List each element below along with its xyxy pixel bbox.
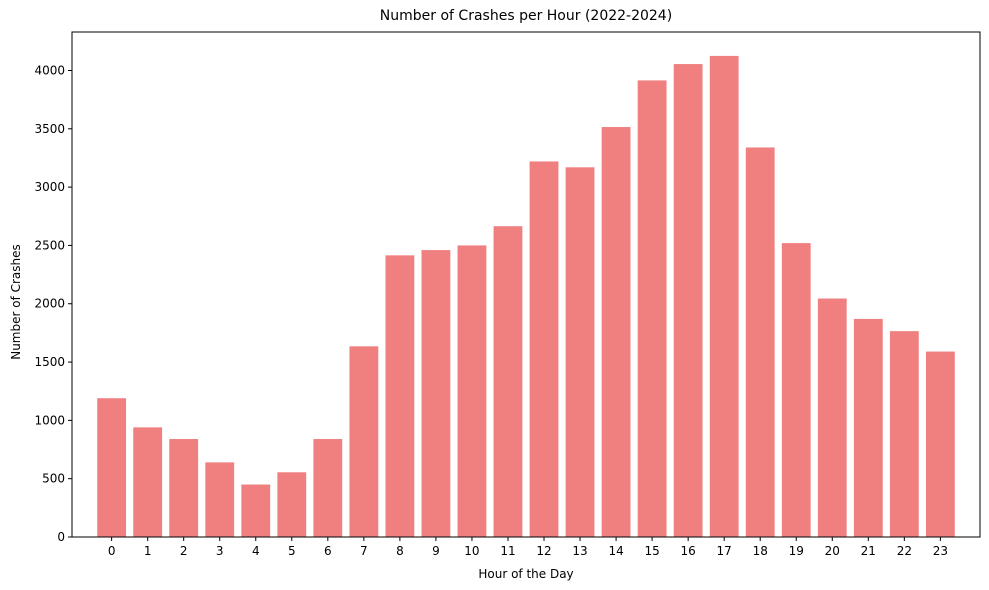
- x-tick-label: 3: [216, 544, 224, 558]
- x-tick-label: 10: [464, 544, 479, 558]
- y-tick-label: 0: [57, 530, 65, 544]
- bars-group: [97, 55, 955, 538]
- y-tick-label: 3000: [34, 180, 65, 194]
- x-tick-label: 15: [644, 544, 659, 558]
- bar-hour-9: [421, 250, 451, 537]
- x-tick-label: 2: [180, 544, 188, 558]
- x-tick-label: 9: [432, 544, 440, 558]
- bar-hour-17: [709, 55, 739, 537]
- bar-hour-7: [349, 346, 379, 537]
- bar-hour-18: [745, 147, 775, 537]
- x-tick-label: 5: [288, 544, 296, 558]
- y-tick-label: 4000: [34, 63, 65, 77]
- y-tick-label: 1000: [34, 413, 65, 427]
- chart-title: Number of Crashes per Hour (2022-2024): [380, 8, 672, 24]
- bar-hour-11: [493, 226, 523, 537]
- x-axis-label: Hour of the Day: [478, 567, 573, 581]
- x-tick-label: 7: [360, 544, 368, 558]
- x-tick-label: 18: [753, 544, 768, 558]
- bar-hour-19: [781, 243, 811, 537]
- x-tick-label: 17: [717, 544, 732, 558]
- x-tick-label: 1: [144, 544, 152, 558]
- bar-hour-16: [673, 64, 703, 537]
- x-tick-label: 4: [252, 544, 260, 558]
- bar-hour-8: [385, 255, 415, 537]
- bar-hour-5: [277, 472, 307, 537]
- x-tick-label: 8: [396, 544, 404, 558]
- bar-hour-20: [817, 298, 847, 537]
- x-tick-label: 20: [825, 544, 840, 558]
- bar-hour-14: [601, 127, 631, 538]
- x-tick-label: 0: [108, 544, 116, 558]
- x-axis-ticks: 0 1 2 3 4 5 6 7 8 9 10 11 12 13 14 15 16 17 18 19 20 21 22 23: [108, 537, 948, 558]
- bar-hour-4: [241, 484, 271, 537]
- x-tick-label: 13: [572, 544, 587, 558]
- bar-hour-6: [313, 439, 343, 537]
- bar-hour-23: [925, 351, 955, 537]
- x-tick-label: 12: [536, 544, 551, 558]
- y-axis-ticks: 0 500 1000 1500 2000 2500 3000 3500 4000: [34, 63, 72, 544]
- bar-hour-3: [205, 462, 235, 537]
- x-tick-label: 19: [789, 544, 804, 558]
- x-tick-label: 11: [500, 544, 515, 558]
- y-tick-label: 3500: [34, 122, 65, 136]
- bar-hour-12: [529, 161, 559, 537]
- x-tick-label: 16: [681, 544, 696, 558]
- bar-hour-10: [457, 245, 487, 537]
- y-tick-label: 500: [42, 472, 65, 486]
- y-axis-label: Number of Crashes: [9, 244, 23, 360]
- x-tick-label: 21: [861, 544, 876, 558]
- x-tick-label: 14: [608, 544, 623, 558]
- x-tick-label: 22: [897, 544, 912, 558]
- bar-hour-13: [565, 167, 595, 538]
- bar-hour-2: [169, 439, 199, 537]
- bar-hour-0: [97, 398, 127, 537]
- bar-hour-1: [133, 427, 163, 537]
- y-tick-label: 2500: [34, 238, 65, 252]
- bar-hour-15: [637, 80, 667, 538]
- x-tick-label: 6: [324, 544, 332, 558]
- plot-frame: [71, 31, 981, 538]
- bar-hour-22: [889, 331, 919, 537]
- bar-hour-21: [853, 318, 883, 537]
- x-tick-label: 23: [933, 544, 948, 558]
- y-tick-label: 1500: [34, 355, 65, 369]
- y-tick-label: 2000: [34, 297, 65, 311]
